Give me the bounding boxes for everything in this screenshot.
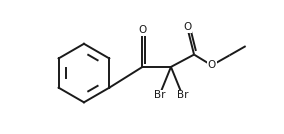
Text: O: O (183, 22, 191, 32)
Text: Br: Br (154, 90, 165, 100)
Text: Br: Br (177, 90, 188, 100)
Text: O: O (208, 60, 216, 70)
Text: O: O (138, 25, 147, 35)
